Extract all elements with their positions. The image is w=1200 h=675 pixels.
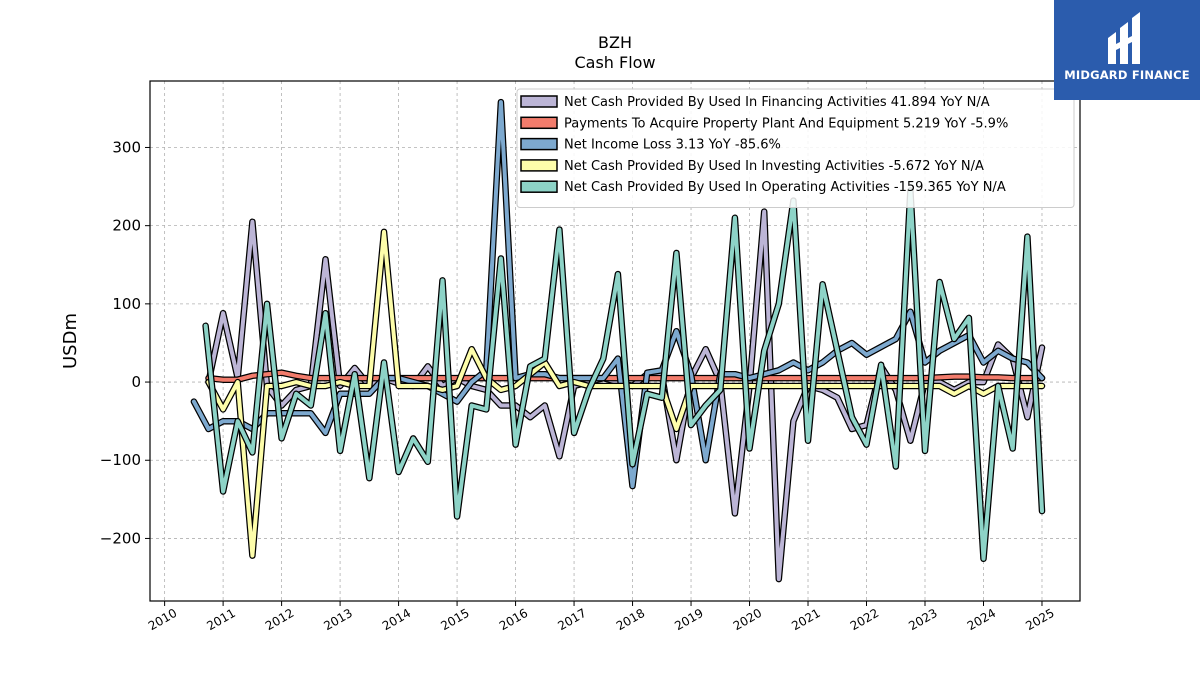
y-axis-label: USDm [60, 313, 81, 369]
midgard-logo-icon [1108, 12, 1140, 64]
x-tick-label: 2025 [1023, 606, 1056, 633]
legend-entry: Net Cash Provided By Used In Financing A… [564, 95, 990, 110]
x-tick-label: 2020 [731, 606, 764, 633]
legend-swatch [520, 95, 558, 108]
brand-name: MIDGARD FINANCE [1064, 68, 1190, 82]
y-tick-label: 0 [131, 373, 141, 391]
x-tick-label: 2014 [380, 606, 413, 633]
plot-frame [149, 80, 1081, 602]
legend: Net Cash Provided By Used In Financing A… [516, 88, 1075, 208]
x-tick-label: 2022 [848, 606, 881, 633]
x-tick-label: 2018 [614, 606, 647, 633]
legend-entry: Net Cash Provided By Used In Investing A… [564, 159, 984, 174]
x-axis: 2010 2011 2012 2013 2014 2015 2016 2017 2018 2019… [146, 601, 1057, 633]
x-tick-label: 2013 [321, 606, 354, 633]
x-tick-label: 2010 [146, 606, 179, 633]
y-tick-label: 300 [112, 138, 141, 156]
y-tick-label: −200 [100, 529, 141, 547]
legend-entry: Net Cash Provided By Used In Operating A… [564, 180, 1006, 195]
brand-logo: MIDGARD FINANCE [1054, 0, 1200, 100]
x-tick-label: 2021 [789, 606, 822, 633]
x-tick-label: 2024 [965, 606, 998, 633]
legend-swatch [520, 137, 558, 151]
x-tick-label: 2023 [906, 606, 939, 633]
legend-swatch [520, 159, 558, 172]
x-tick-label: 2011 [204, 606, 237, 633]
legend-box [516, 88, 1075, 208]
x-tick-label: 2016 [497, 606, 530, 633]
y-tick-label: 200 [112, 217, 141, 235]
series-lines [190, 98, 1046, 583]
chart-subtitle: Cash Flow [574, 53, 655, 72]
legend-entry: Net Income Loss 3.13 YoY -85.6% [564, 138, 781, 153]
x-tick-label: 2019 [672, 606, 705, 633]
y-tick-label: −100 [100, 451, 141, 469]
legend-entry: Payments To Acquire Property Plant And E… [564, 116, 1008, 131]
chart-title: BZH [598, 33, 632, 52]
y-tick-label: 100 [112, 295, 141, 313]
x-tick-label: 2017 [555, 606, 588, 633]
x-tick-label: 2015 [438, 606, 471, 633]
y-axis: −200 −100 0 100 200 300 [100, 138, 150, 547]
x-tick-label: 2012 [263, 606, 296, 633]
legend-swatch [520, 116, 558, 130]
series-line-4 [203, 188, 1044, 561]
legend-swatch [520, 180, 558, 193]
